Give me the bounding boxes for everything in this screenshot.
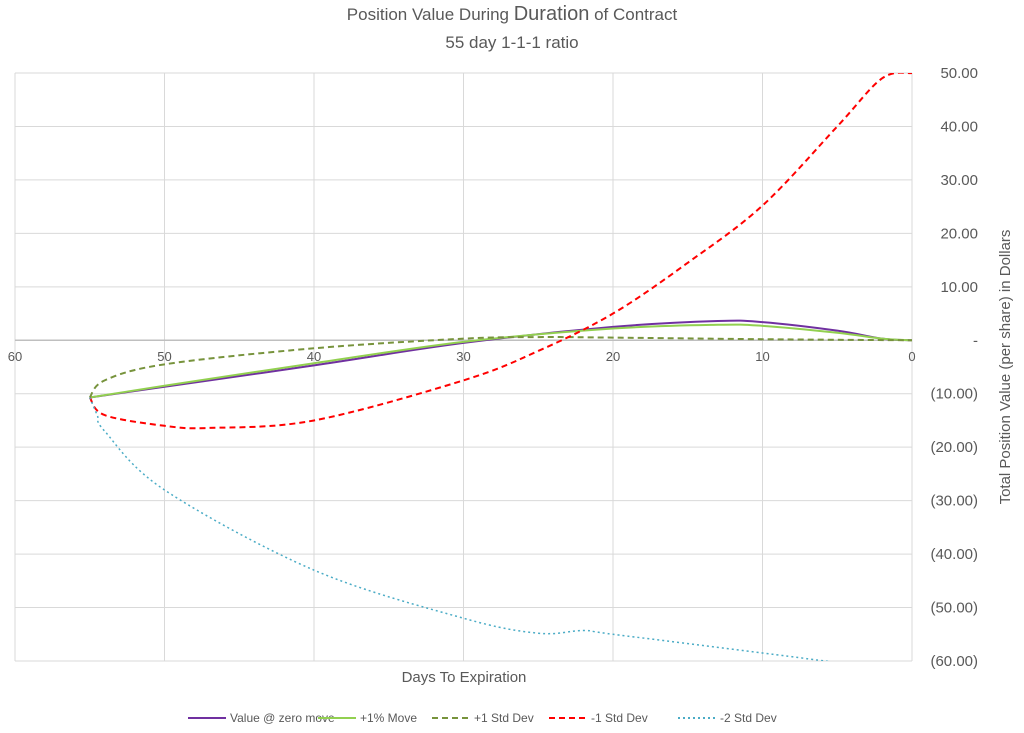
- series-line--1-move: [89, 323, 912, 399]
- y-tick-label: 20.00: [940, 225, 978, 242]
- x-tick-label: 60: [8, 349, 22, 364]
- legend-label: +1% Move: [360, 711, 417, 725]
- y-tick-label: (20.00): [930, 439, 978, 456]
- series-line--1-std-dev: [88, 336, 912, 399]
- y-tick-label: (40.00): [930, 546, 978, 563]
- legend-label: +1 Std Dev: [474, 711, 534, 725]
- x-tick-label: 10: [755, 349, 769, 364]
- series-lines: [88, 73, 912, 661]
- y-tick-label: (50.00): [930, 600, 978, 617]
- y-tick-label: 50.00: [940, 65, 978, 82]
- y-tick-label: (10.00): [930, 386, 978, 403]
- legend-label: -2 Std Dev: [720, 711, 777, 725]
- y-tick-label: (30.00): [930, 493, 978, 510]
- y-axis-ticks: 50.00 40.00 30.00 20.00 10.00 - (10.00) (20.00)…: [930, 65, 978, 670]
- legend-label: Value @ zero move: [230, 711, 335, 725]
- x-tick-label: 30: [456, 349, 470, 364]
- y-tick-label: 30.00: [940, 172, 978, 189]
- series-line-value-zero-move: [89, 319, 912, 399]
- y-tick-label: (60.00): [930, 653, 978, 670]
- y-tick-label: 40.00: [940, 118, 978, 135]
- legend: Value @ zero move +1% Move +1 Std Dev -1 St…: [188, 711, 777, 725]
- chart-subtitle: 55 day 1-1-1 ratio: [445, 33, 578, 52]
- x-tick-label: 0: [908, 349, 915, 364]
- x-tick-label: 50: [157, 349, 171, 364]
- x-tick-label: 40: [307, 349, 321, 364]
- y-tick-label: -: [973, 332, 978, 349]
- y-tick-label: 10.00: [940, 279, 978, 296]
- legend-label: -1 Std Dev: [591, 711, 648, 725]
- gridlines: [14, 72, 913, 662]
- x-tick-label: 20: [606, 349, 620, 364]
- y-axis-label: Total Position Value (per share) in Doll…: [997, 230, 1014, 505]
- chart-title: Position Value During Duration of Contra…: [347, 3, 678, 25]
- x-axis-label: Days To Expiration: [402, 669, 527, 686]
- x-axis-ticks: 60 50 40 30 20 10 0: [8, 349, 916, 364]
- series-line--1-std-dev: [88, 73, 912, 430]
